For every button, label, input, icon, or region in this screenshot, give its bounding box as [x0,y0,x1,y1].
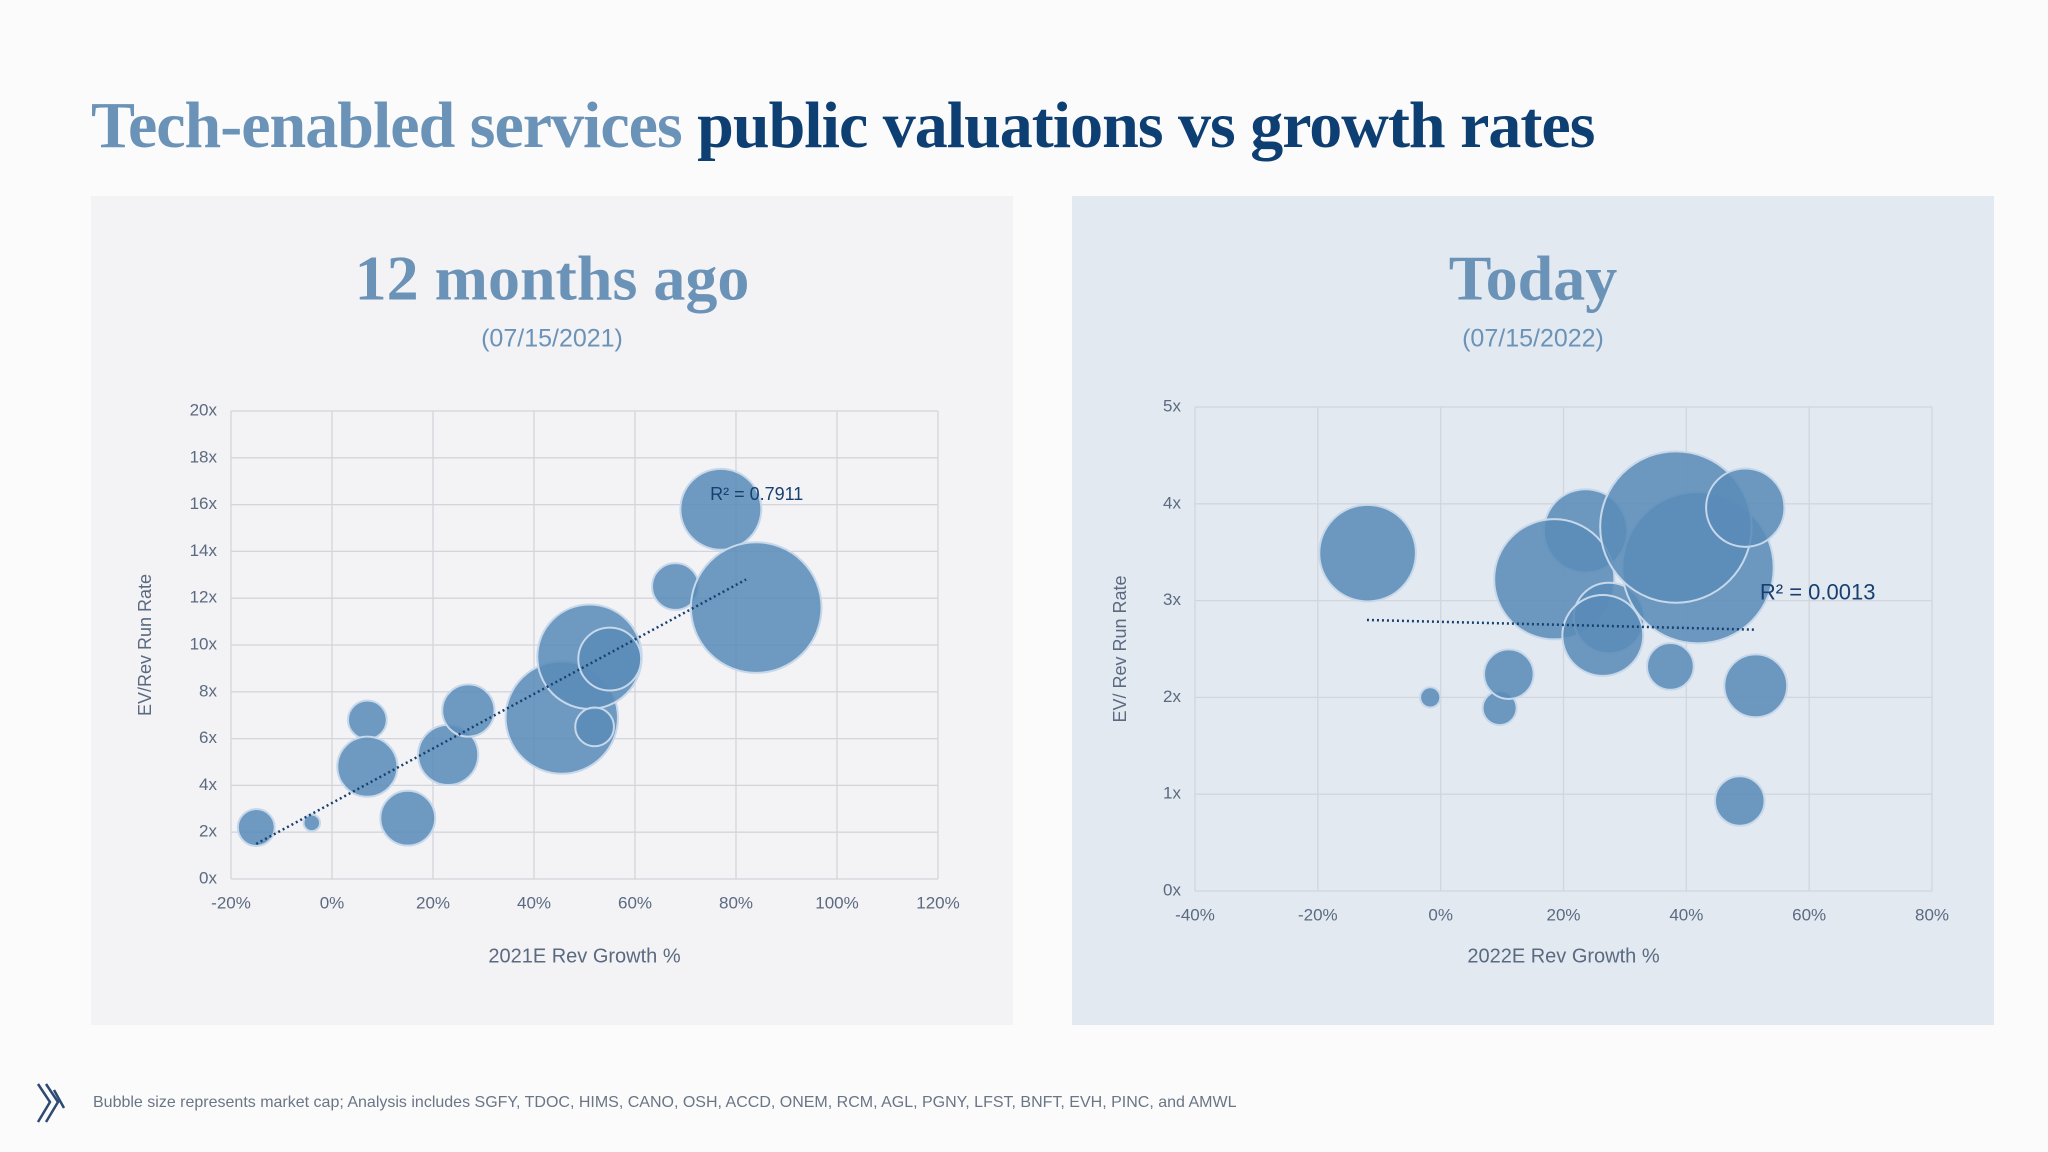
chart-title: 12 months ago [355,243,750,314]
y-tick-label: 12x [190,588,218,607]
bubble [1705,467,1786,548]
bubble [336,735,399,798]
x-tick-label: 40% [1669,905,1703,924]
bubble [689,541,823,674]
bubble [1561,593,1645,677]
bubble [302,813,322,833]
y-tick-label: 18x [190,447,218,466]
x-tick-label: 100% [815,893,858,912]
panel-left [91,196,1013,1025]
title-light: Tech-enabled services [91,89,683,162]
y-tick-label: 4x [199,775,217,794]
x-axis-title: 2021E Rev Growth % [488,945,681,967]
y-tick-label: 6x [199,728,217,747]
y-tick-label: 0x [1163,880,1181,899]
y-axis-title: EV/ Rev Run Rate [1110,575,1130,722]
y-tick-label: 0x [199,868,217,887]
bubble [1713,775,1766,827]
bubble [1483,648,1535,700]
y-tick-label: 2x [1163,687,1181,706]
bubble [574,706,615,748]
x-tick-label: 20% [416,893,450,912]
x-tick-label: -40% [1175,905,1215,924]
logo [36,1083,66,1123]
x-tick-label: -20% [211,893,251,912]
x-tick-label: 20% [1546,905,1580,924]
bubble [577,626,643,692]
x-tick-label: 80% [719,893,753,912]
bubble [1318,503,1417,603]
x-axis-title: 2022E Rev Growth % [1467,945,1660,967]
chart-subtitle: (07/15/2021) [481,325,623,353]
y-tick-label: 16x [190,494,218,513]
r-squared: R² = 0.7911 [710,484,803,504]
bubble [346,699,388,741]
x-tick-label: 40% [517,893,551,912]
bubble [236,808,276,847]
x-tick-label: 0% [320,893,345,912]
y-tick-label: 1x [1163,784,1181,803]
y-tick-label: 14x [190,541,218,560]
y-tick-label: 20x [190,400,218,419]
y-tick-label: 5x [1163,396,1181,415]
bubble [1419,686,1442,709]
bubble [379,789,437,847]
footnote: Bubble size represents market cap; Analy… [93,1094,1237,1111]
y-axis-title: EV/Rev Run Rate [135,574,155,716]
x-tick-label: 0% [1428,905,1453,924]
y-tick-label: 2x [199,822,217,841]
y-tick-label: 4x [1163,493,1181,512]
x-tick-label: -20% [1298,905,1338,924]
chart-subtitle: (07/15/2022) [1462,325,1604,353]
title-dark: public valuations vs growth rates [697,89,1595,162]
x-tick-label: 80% [1915,905,1949,924]
y-tick-label: 8x [199,681,217,700]
y-tick-label: 10x [190,634,218,653]
y-tick-label: 3x [1163,590,1181,609]
x-tick-label: 120% [916,893,959,912]
bubble [1646,642,1695,691]
x-tick-label: 60% [1792,905,1826,924]
slide-title: Tech-enabled services public valuations … [91,88,1595,164]
bubble [1723,653,1789,719]
x-tick-label: 60% [618,893,652,912]
bubble [679,467,763,551]
r-squared: R² = 0.0013 [1760,579,1876,604]
chart-title: Today [1449,243,1617,314]
